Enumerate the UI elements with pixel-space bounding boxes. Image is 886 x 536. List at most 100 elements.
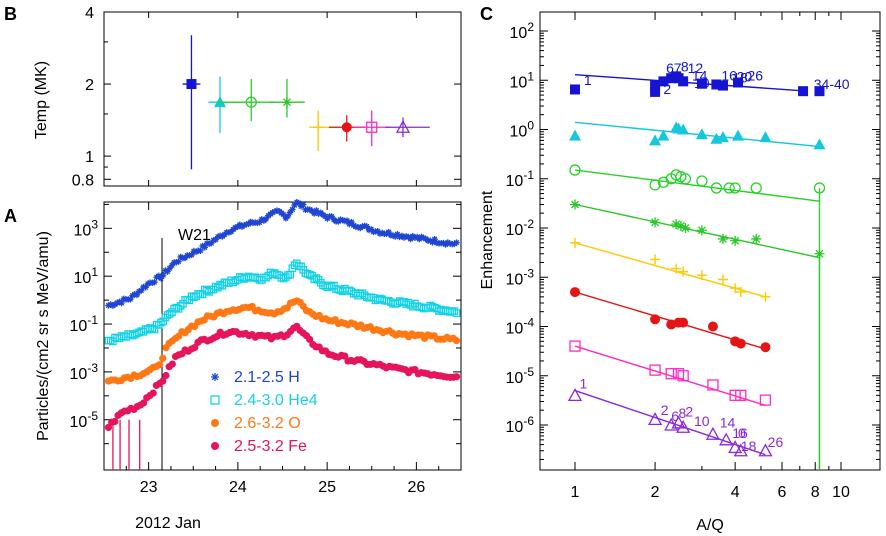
c-ytick-label: 10-2 [506, 217, 535, 239]
a-point [216, 232, 224, 239]
a-point [159, 271, 167, 279]
a-point [205, 287, 214, 296]
a-ytick-label: 10-3 [70, 361, 99, 383]
a-point [269, 209, 276, 216]
c-point-C [679, 173, 692, 185]
c-series-O [570, 237, 771, 302]
c-point-O [696, 270, 707, 281]
c-fit-N [574, 203, 820, 259]
a-point [452, 373, 461, 381]
a-point [150, 325, 159, 334]
c-point-C [750, 182, 762, 194]
c-point-Mg [649, 364, 661, 376]
c-point-O [570, 237, 580, 248]
a-point [175, 258, 182, 265]
a-point [284, 212, 292, 220]
a-series-2.1-2.5 H [105, 198, 460, 309]
c-point-Ne [678, 317, 689, 328]
a-point [159, 354, 167, 362]
temp-ylabel: Temp (MK) [33, 61, 50, 139]
c-point-Ne [650, 314, 661, 325]
a-point [367, 226, 375, 233]
c-point-Ne [735, 338, 746, 349]
a-point [350, 222, 357, 229]
a-point [300, 201, 307, 208]
a-point [411, 234, 419, 242]
legend-label-3: 2.5-3.2 Fe [234, 438, 307, 455]
c-z-label: 16 [721, 67, 737, 83]
a-point [159, 317, 168, 326]
c-xtick-label: 1 [571, 484, 580, 501]
panel-b-plot: 4 2 1 0.8 [72, 5, 461, 189]
c-point-C [569, 164, 581, 176]
c-point-N [650, 217, 661, 228]
a-point [262, 215, 270, 223]
c-z-label: 26 [768, 434, 784, 450]
a-point [348, 218, 355, 226]
a-point [343, 217, 351, 224]
c-z-label: 14 [720, 414, 736, 430]
a-point [392, 233, 399, 240]
c-point-Fe [671, 415, 686, 429]
a-point [444, 239, 451, 246]
a-point [394, 231, 401, 238]
a-point [431, 235, 438, 243]
a-point [105, 302, 112, 309]
a-point [212, 236, 219, 243]
panel-b-frame [103, 11, 462, 187]
legend: 2.1-2.5 H 2.4-3.0 He4 2.6-3.2 O 2.5-3.2 Fe [210, 369, 318, 455]
a-point [400, 234, 408, 241]
c-ytick-label: 101 [510, 69, 535, 91]
a-point [227, 228, 235, 236]
b-ytick-label: 2 [85, 77, 94, 94]
a-point [240, 222, 248, 229]
c-point-C [723, 182, 735, 194]
a-point [139, 399, 148, 407]
a-point [303, 270, 312, 278]
c-ytick-label: 100 [510, 119, 535, 141]
a-point [429, 239, 436, 246]
c-xtick-label: 2 [651, 484, 660, 501]
c-z-label: 12 [688, 60, 704, 76]
c-point-O [717, 274, 728, 285]
a-point [385, 228, 392, 236]
c-point-He4 [759, 131, 772, 143]
c-point-He4 [657, 129, 670, 141]
legend-label-1: 2.4-3.0 He4 [234, 392, 318, 409]
c-xtick-label: 8 [811, 484, 820, 501]
c-point-N [730, 235, 741, 246]
a-point [168, 262, 176, 269]
a-point [347, 287, 356, 296]
c-point-N [751, 233, 762, 244]
c-point-Fe [758, 443, 773, 457]
a-point [376, 230, 384, 237]
b-ytick-label: 4 [85, 5, 94, 22]
a-series-2.4-3.0 He4 [104, 259, 461, 346]
c-fit-Mg [574, 345, 766, 407]
c-point-He4 [716, 131, 729, 143]
c-point-C [670, 169, 682, 181]
c-point-H [798, 86, 809, 97]
c-series-He4 [569, 121, 826, 150]
b-ytick-label: 1 [85, 149, 94, 166]
a-point [452, 337, 461, 345]
c-ytick-label: 102 [510, 20, 535, 42]
a-point [162, 267, 169, 274]
a-point [144, 280, 152, 287]
a-point [188, 251, 195, 259]
a-point [291, 201, 298, 209]
a-point [164, 268, 171, 275]
date-label: 2012 Jan [135, 515, 201, 532]
c-point-O [671, 263, 682, 274]
a-point [270, 269, 279, 277]
legend-label-0: 2.1-2.5 H [234, 369, 300, 386]
c-point-He4 [569, 129, 581, 141]
c-point-Ne [707, 321, 718, 332]
a-point [452, 309, 461, 317]
c-point-C [696, 175, 708, 187]
legend-marker-0 [211, 373, 219, 381]
c-z-label: 2 [661, 402, 669, 418]
c-point-H [570, 84, 580, 95]
c-z-label: 6 [666, 60, 674, 76]
